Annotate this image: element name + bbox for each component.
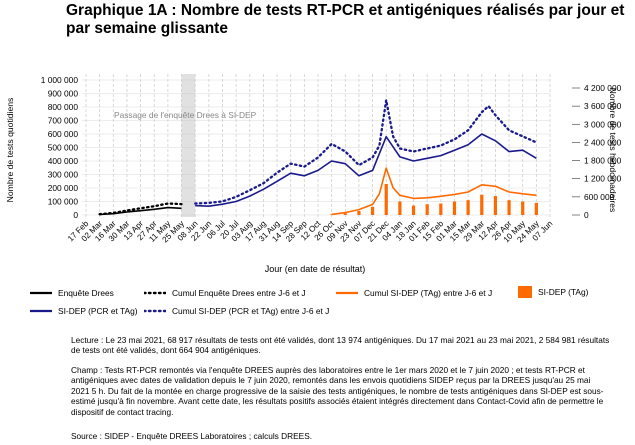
y-left-tick-label: 900 000 [48,89,79,99]
y-left-tick-label: 800 000 [48,102,79,112]
legend-label: SI-DEP (TAg) [538,287,589,297]
y-right-tick-label: 0 [584,210,589,220]
y-left-tick-label: 400 000 [48,156,79,166]
legend-item-cumul-enquete: Cumul Enquête Drees entre J-6 et J [144,288,306,298]
legend-item-cumul-tag: Cumul SI-DEP (TAg) entre J-6 et J [336,288,492,298]
tag-bar [534,202,538,215]
y-right-tick-label: 1 200 000 [584,174,622,184]
note-champ-text: Champ : Tests RT-PCR remontés via l'enqu… [71,365,604,417]
y-left-tick-label: 100 000 [48,197,79,207]
series-line [99,206,182,216]
series-line [98,202,183,216]
tag-bar [480,194,484,215]
tag-bar [507,200,511,215]
series-line [194,98,538,205]
tag-bar [357,210,361,215]
tag-bar [343,213,347,215]
legend-swatch-solid-navy [30,309,52,313]
y-left-tick-label: 300 000 [48,170,79,180]
note-champ: Champ : Tests RT-PCR remontés via l'enqu… [71,365,611,417]
chart-grid [82,74,551,217]
series-lines [98,98,538,216]
tag-bar [521,201,525,215]
tag-bar [466,200,470,215]
legend-swatch-orange-square [518,286,532,298]
legend-label: Enquête Drees [58,288,114,298]
axes: 0 100 000 200 000 300 000 400 000 500 000 600 … [41,75,622,244]
tag-bar [370,206,375,215]
tag-bar [452,201,457,215]
series-line [331,167,537,216]
legend-swatch-dotted-navy [144,309,166,313]
y-left-axis-label: Nombre de tests quotidiens [5,98,15,203]
tag-bars [330,183,538,215]
y-left-tick-label: 0 [73,210,78,220]
y-left-tick-label: 700 000 [48,116,79,126]
tag-bar [439,203,443,215]
annotation-band-rect [181,74,196,217]
chart: 0 100 000 200 000 300 000 400 000 500 000 600 … [5,74,622,274]
legend-label: Cumul Enquête Drees entre J-6 et J [172,288,306,298]
tag-bar [398,201,402,215]
y-right-tick-label: 600 000 [584,192,615,202]
legend-item-cumul-sidep: Cumul SI-DEP (PCR et TAg) entre J-6 et J [144,306,329,316]
annotation-text: Passage de l'enquête Drees à SI-DEP [114,110,257,120]
y-left-tick-label: 600 000 [48,129,79,139]
note-source-text: Source : SIDEP - Enquête DREES Laboratoi… [71,431,313,441]
legend-item-tag: SI-DEP (TAg) [518,286,588,298]
y-left-tick-label: 1 000 000 [41,75,79,85]
tag-bar [411,205,416,215]
tag-bar [425,204,429,215]
legend-label: Cumul SI-DEP (PCR et TAg) entre J-6 et J [172,306,330,316]
note-lecture-text: Lecture : Le 23 mai 2021, 68 917 résulta… [71,335,610,356]
annotation-band [181,74,196,217]
series-line [195,133,537,207]
legend: Enquête Drees Cumul Enquête Drees entre … [30,286,630,318]
legend-label: SI-DEP (PCR et TAg) [58,306,138,316]
legend-swatch-dotted-black [144,291,166,295]
note-source: Source : SIDEP - Enquête DREES Laboratoi… [71,431,611,441]
note-lecture: Lecture : Le 23 mai 2021, 68 917 résulta… [71,335,611,356]
y-right-tick-label: 4 200 000 [584,83,622,93]
tag-bar [384,183,388,215]
legend-swatch-solid-orange [336,291,358,295]
legend-swatch-solid-black [30,291,52,295]
y-right-tick-label: 2 400 000 [584,137,622,147]
y-right-axis-label: Nombre de tests hebdomadaires [608,88,618,213]
y-left-tick-label: 500 000 [48,143,79,153]
y-left-tick-label: 200 000 [48,183,79,193]
legend-item-sidep: SI-DEP (PCR et TAg) [30,306,138,316]
tag-bar [493,196,498,215]
y-right-tick-label: 3 600 000 [584,101,622,111]
y-right-tick-label: 3 000 000 [584,119,622,129]
x-axis-label: Jour (en date de résultat) [265,264,366,274]
legend-item-enquete: Enquête Drees [30,288,114,298]
y-right-tick-label: 1 800 000 [584,156,622,166]
page-title: Graphique 1A : Nombre de tests RT-PCR et… [66,2,625,37]
legend-label: Cumul SI-DEP (TAg) entre J-6 et J [364,288,493,298]
